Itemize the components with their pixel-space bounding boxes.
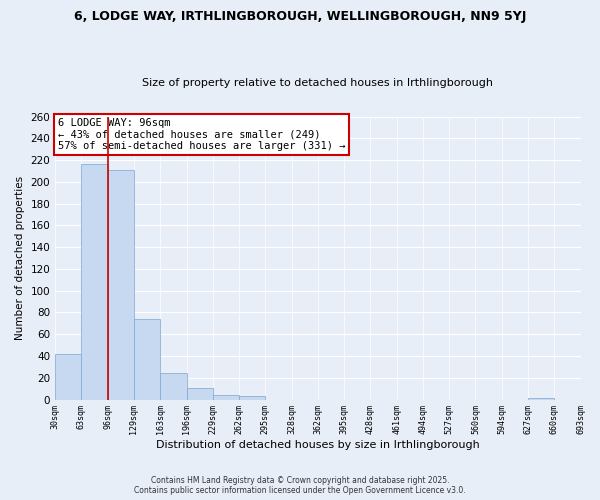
Text: Contains HM Land Registry data © Crown copyright and database right 2025.
Contai: Contains HM Land Registry data © Crown c… bbox=[134, 476, 466, 495]
Text: 6 LODGE WAY: 96sqm
← 43% of detached houses are smaller (249)
57% of semi-detach: 6 LODGE WAY: 96sqm ← 43% of detached hou… bbox=[58, 118, 345, 151]
Bar bbox=[82, 164, 108, 400]
Bar bbox=[239, 396, 265, 400]
Bar bbox=[187, 388, 213, 400]
Text: 6, LODGE WAY, IRTHLINGBOROUGH, WELLINGBOROUGH, NN9 5YJ: 6, LODGE WAY, IRTHLINGBOROUGH, WELLINGBO… bbox=[74, 10, 526, 23]
X-axis label: Distribution of detached houses by size in Irthlingborough: Distribution of detached houses by size … bbox=[156, 440, 480, 450]
Bar bbox=[528, 398, 554, 400]
Bar bbox=[213, 395, 239, 400]
Bar bbox=[134, 319, 160, 400]
Y-axis label: Number of detached properties: Number of detached properties bbox=[15, 176, 25, 340]
Title: Size of property relative to detached houses in Irthlingborough: Size of property relative to detached ho… bbox=[142, 78, 493, 88]
Bar bbox=[55, 354, 82, 400]
Bar bbox=[108, 170, 134, 400]
Bar bbox=[160, 374, 187, 400]
